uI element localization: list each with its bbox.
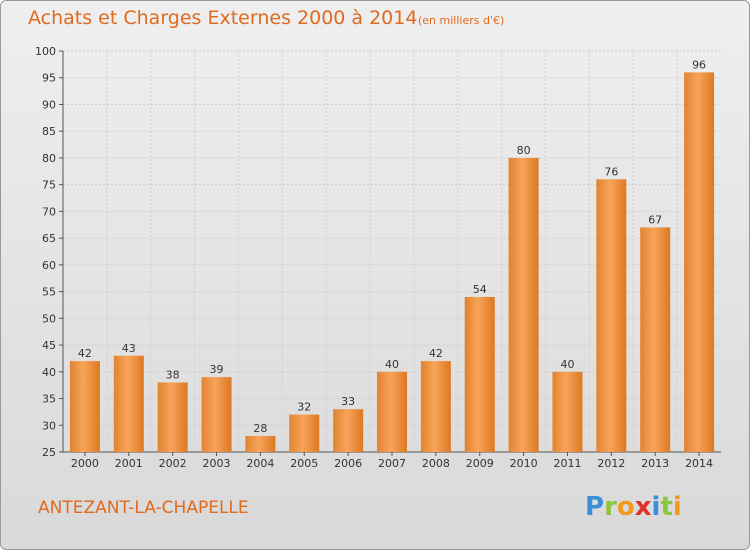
bar-2003 [201, 377, 232, 452]
x-tick-label-2014: 2014 [685, 457, 713, 470]
bar-2002 [157, 382, 188, 452]
x-tick-label-2007: 2007 [378, 457, 406, 470]
bar-2014 [684, 72, 715, 453]
value-label-2005: 32 [297, 401, 311, 414]
value-label-2001: 43 [122, 342, 136, 355]
x-tick-label-2010: 2010 [510, 457, 538, 470]
x-tick-label-2002: 2002 [159, 457, 187, 470]
value-label-2009: 54 [473, 283, 487, 296]
value-label-2014: 96 [692, 58, 706, 71]
y-tick-label: 80 [42, 152, 56, 165]
value-label-2012: 76 [604, 165, 618, 178]
value-label-2006: 33 [341, 395, 355, 408]
bar-2011 [552, 371, 583, 452]
x-tick-label-2003: 2003 [203, 457, 231, 470]
x-tick-label-2009: 2009 [466, 457, 494, 470]
y-tick-label: 95 [42, 72, 56, 85]
y-tick-label: 35 [42, 393, 56, 406]
x-tick-label-2005: 2005 [290, 457, 318, 470]
bar-2001 [113, 355, 144, 452]
labels: 42 43 38 39 28 32 33 40 42 54 80 40 76 67 96 [78, 58, 706, 435]
x-tick-label-2001: 2001 [115, 457, 143, 470]
y-tick-label: 85 [42, 125, 56, 138]
bar-2007 [377, 371, 407, 452]
y-tick-label: 40 [42, 366, 56, 379]
y-tick-label: 65 [42, 232, 56, 245]
value-label-2007: 40 [385, 358, 399, 371]
bar-2006 [333, 409, 364, 452]
x-tick-label-2012: 2012 [597, 457, 625, 470]
y-tick-label: 75 [42, 179, 56, 192]
x-tick-label-2013: 2013 [641, 457, 669, 470]
x-tick-label-2011: 2011 [553, 457, 581, 470]
y-tick-label: 100 [35, 45, 56, 58]
y-tick-label: 50 [42, 312, 56, 325]
bars [69, 72, 715, 453]
bar-2004 [245, 435, 276, 452]
y-tick-label: 25 [42, 446, 56, 459]
bar-2000 [69, 361, 100, 452]
svg-text:Proxiti: Proxiti [585, 492, 682, 522]
y-tick-label: 90 [42, 98, 56, 111]
x-tick-label-2008: 2008 [422, 457, 450, 470]
x-tick-label-2004: 2004 [246, 457, 274, 470]
bar-2013 [640, 227, 671, 452]
y-tick-label: 70 [42, 205, 56, 218]
proxiti-logo: Proxiti [585, 492, 682, 522]
chart-unit: (en milliers d'€) [418, 14, 505, 27]
value-label-2002: 38 [166, 368, 180, 381]
value-label-2004: 28 [253, 422, 267, 435]
value-label-2003: 39 [210, 363, 224, 376]
axes: 25 30 35 40 45 50 55 60 65 70 75 80 85 90 95 100 2000 200… [35, 45, 721, 470]
value-label-2011: 40 [560, 358, 574, 371]
x-tick-label-2000: 2000 [71, 457, 99, 470]
value-label-2013: 67 [648, 213, 662, 226]
bar-2005 [289, 414, 320, 452]
y-tick-label: 60 [42, 259, 56, 272]
y-tick-label: 55 [42, 286, 56, 299]
commune-name: ANTEZANT-LA-CHAPELLE [38, 498, 249, 518]
bar-2010 [508, 157, 539, 452]
x-tick-label-2006: 2006 [334, 457, 362, 470]
bar-2008 [420, 361, 451, 452]
value-label-2010: 80 [517, 144, 531, 157]
y-tick-label: 30 [42, 419, 56, 432]
bar-2009 [464, 296, 495, 452]
bar-2012 [596, 179, 627, 452]
value-label-2008: 42 [429, 347, 443, 360]
y-tick-label: 45 [42, 339, 56, 352]
chart-title: Achats et Charges Externes 2000 à 2014 [28, 7, 418, 29]
value-label-2000: 42 [78, 347, 92, 360]
